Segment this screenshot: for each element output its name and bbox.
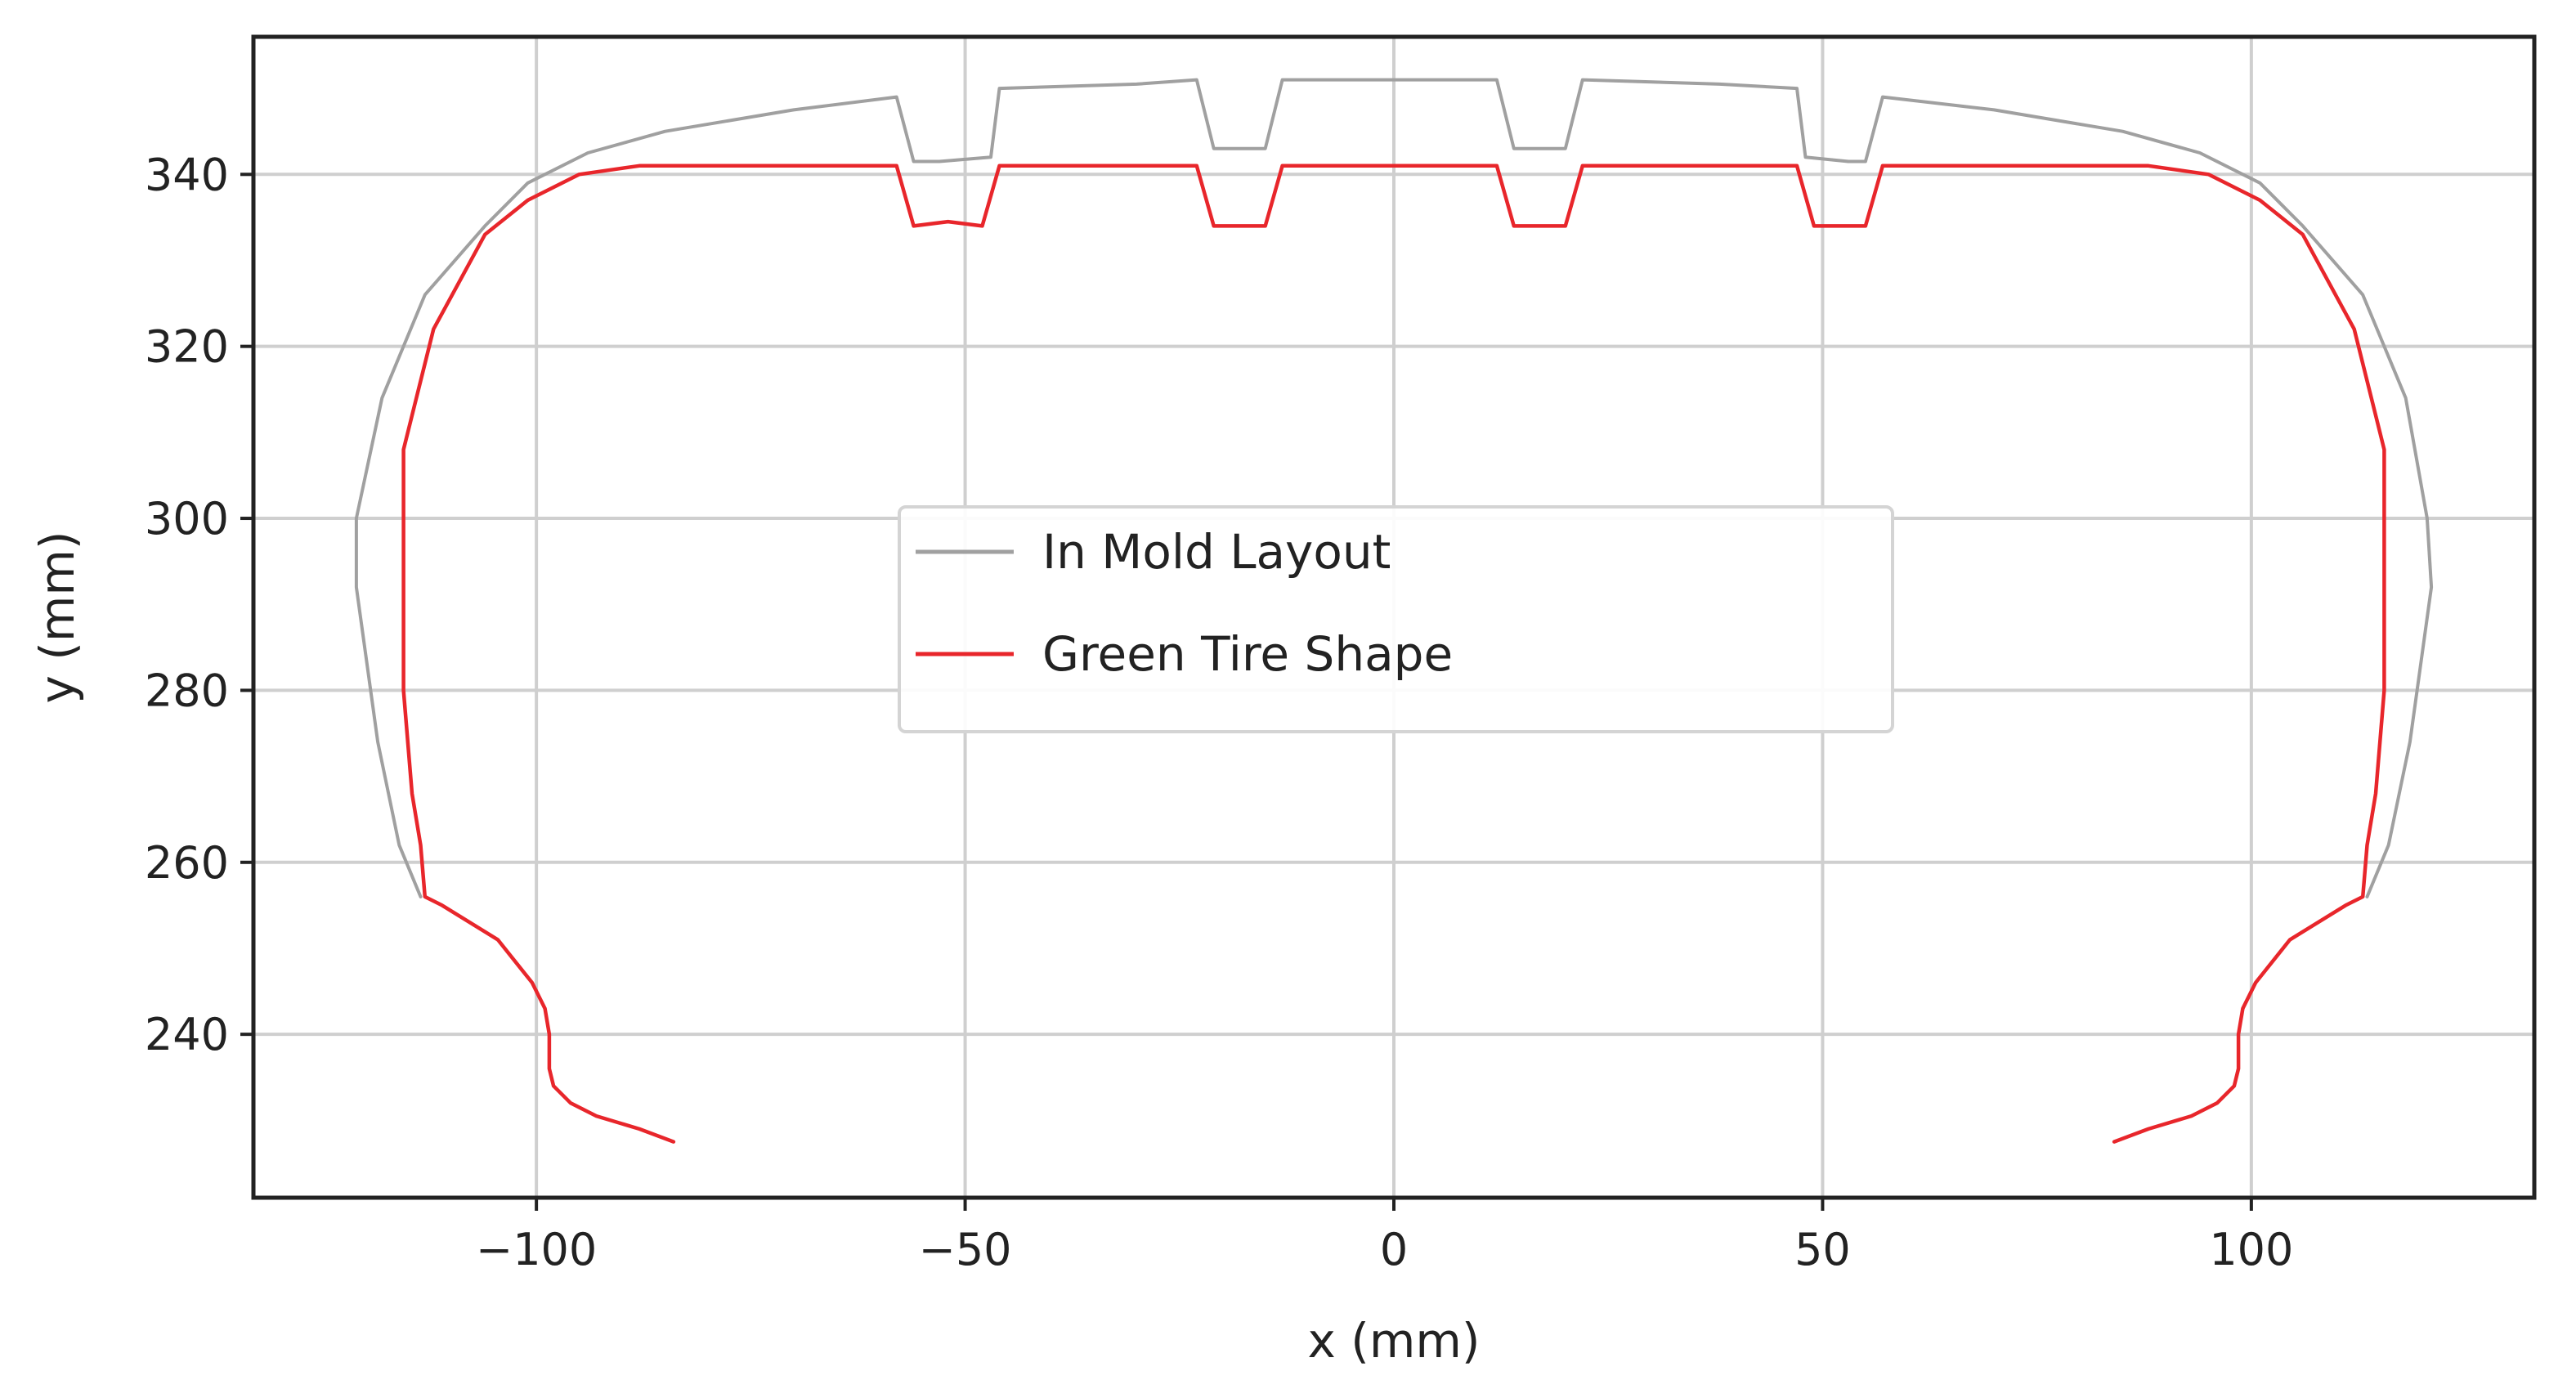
- legend-label-in-mold-layout: In Mold Layout: [1042, 524, 1391, 580]
- x-tick-label: 50: [1794, 1224, 1851, 1275]
- legend-box: [898, 505, 1894, 733]
- x-tick-label: 100: [2209, 1224, 2293, 1275]
- y-tick-label: 340: [145, 149, 229, 200]
- ticks: −100 −50 0 50 100 240 260 280 300 320 340: [145, 149, 2293, 1275]
- series-line-green-tire-shape: [401, 164, 2386, 1144]
- y-axis-label: y (mm): [29, 531, 85, 703]
- x-tick-label: −50: [919, 1224, 1012, 1275]
- series-line-in-mold-layout: [354, 78, 2434, 898]
- y-tick-label: 240: [145, 1009, 229, 1060]
- x-axis-label: x (mm): [1307, 1313, 1480, 1369]
- y-tick-label: 260: [145, 837, 229, 889]
- legend: In Mold Layout Green Tire Shape: [898, 505, 1894, 733]
- y-tick-label: 280: [145, 665, 229, 716]
- y-tick-label: 320: [145, 321, 229, 373]
- series-layer: [354, 78, 2434, 1144]
- x-tick-label: −100: [476, 1224, 597, 1275]
- x-tick-label: 0: [1380, 1224, 1408, 1275]
- y-tick-label: 300: [145, 493, 229, 544]
- legend-label-green-tire-shape: Green Tire Shape: [1042, 626, 1453, 682]
